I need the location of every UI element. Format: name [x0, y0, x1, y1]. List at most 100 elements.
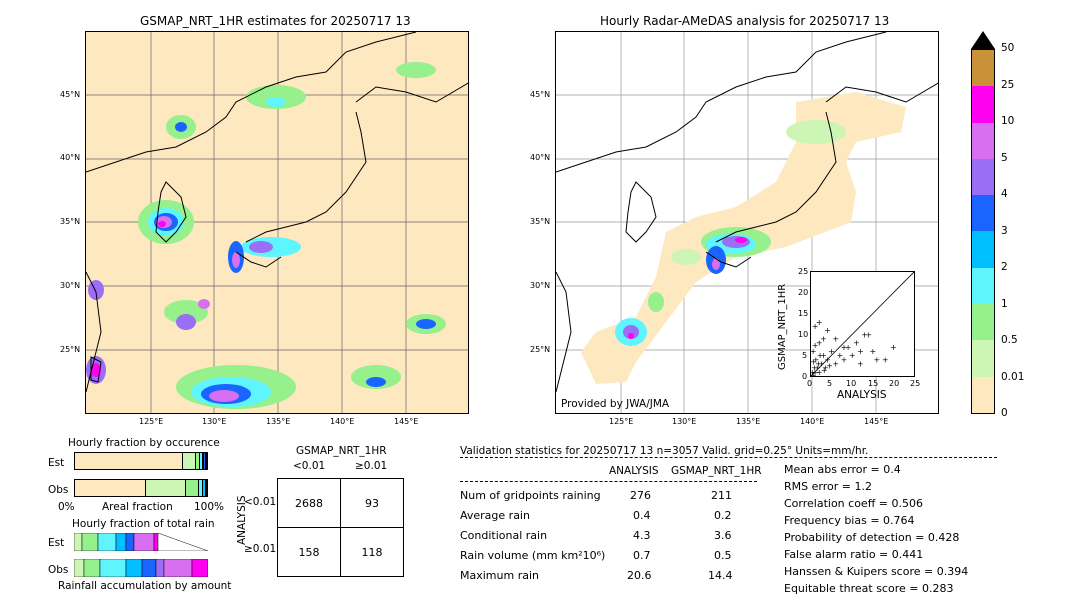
colorbar-label: 5 — [1001, 152, 1008, 164]
contingency-cell: 158 — [277, 527, 341, 577]
validation-col-gsmap: GSMAP_NRT_1HR — [671, 465, 762, 477]
scatter-point: + — [853, 339, 860, 348]
data-credit: Provided by JWA/JMA — [561, 398, 670, 410]
scatter-point: + — [865, 330, 872, 339]
contingency-table: 2688 93 158 118 — [277, 478, 404, 577]
scatter-point: + — [832, 335, 839, 344]
right-lat-label: 45°N — [530, 90, 551, 99]
validation-score: Probability of detection = 0.428 — [784, 531, 960, 544]
scatter-point: + — [811, 357, 817, 366]
left-lat-label: 30°N — [60, 281, 81, 290]
scatter-point: + — [874, 355, 881, 364]
scatter-ytick: 10 — [798, 330, 809, 339]
occurence-est-bar — [74, 452, 208, 470]
scatter-point: + — [832, 360, 839, 369]
validation-score: Hanssen & Kuipers score = 0.394 — [784, 565, 969, 578]
occurence-segment — [204, 453, 206, 469]
occurence-segment — [75, 453, 184, 469]
occurence-segment — [205, 480, 207, 496]
total-rain-row-label: Obs — [48, 564, 69, 576]
colorbar-segment — [972, 195, 994, 232]
validation-row-gsmap: 211 — [711, 489, 732, 502]
right-lon-label: 135°E — [736, 417, 761, 426]
colorbar-label: 0.5 — [1001, 334, 1018, 346]
scatter-point: + — [841, 355, 848, 364]
colorbar-label: 3 — [1001, 225, 1008, 237]
scatter-ytick: 5 — [802, 351, 808, 360]
occurence-title: Hourly fraction by occurence — [68, 437, 220, 449]
validation-row-gsmap: 14.4 — [708, 569, 733, 582]
validation-row-label: Conditional rain — [460, 529, 548, 542]
colorbar-label: 0 — [1001, 407, 1008, 419]
validation-header: Validation statistics for 20250717 13 n=… — [460, 445, 869, 457]
scatter-xtick: 20 — [889, 379, 900, 388]
left-lat-label: 25°N — [60, 345, 81, 354]
validation-col-analysis: ANALYSIS — [609, 465, 659, 477]
colorbar-extend-arrow — [971, 31, 995, 49]
scatter-xtick: 5 — [827, 379, 833, 388]
scatter-point: + — [811, 368, 816, 376]
colorbar-label: 50 — [1001, 42, 1015, 54]
occurence-obs-bar — [74, 479, 208, 497]
right-lat-label: 35°N — [530, 217, 551, 226]
occurence-segment — [200, 453, 203, 469]
scatter-point: + — [816, 368, 823, 376]
scatter-point: + — [849, 351, 856, 360]
right-lon-label: 145°E — [864, 417, 889, 426]
colorbar-segment — [972, 50, 994, 87]
colorbar-label: 1 — [1001, 298, 1008, 310]
scatter-point: + — [828, 347, 835, 356]
total-rain-title: Hourly fraction of total rain — [72, 518, 215, 530]
scatter-point: + — [812, 322, 819, 331]
scatter-point: + — [822, 364, 829, 373]
colorbar-segment — [972, 304, 994, 341]
left-lon-label: 125°E — [139, 417, 164, 426]
contingency-title: GSMAP_NRT_1HR — [296, 445, 387, 457]
validation-row-label: Rain volume (mm km²10⁶) — [460, 549, 606, 562]
scatter-xtick: 15 — [868, 379, 879, 388]
contingency-row-label: ≥0.01 — [244, 543, 277, 555]
scatter-point: + — [811, 371, 816, 376]
contingency-col-label: ≥0.01 — [355, 460, 388, 472]
validation-row-analysis: 0.7 — [633, 549, 651, 562]
validation-score: False alarm ratio = 0.441 — [784, 548, 924, 561]
scatter-point: + — [821, 366, 828, 375]
colorbar-label: 0.01 — [1001, 371, 1025, 383]
colorbar-segment — [972, 158, 994, 196]
occurence-segment — [183, 453, 197, 469]
right-lon-label: 140°E — [800, 417, 825, 426]
occurence-segment — [75, 480, 147, 496]
scatter-ytick: 0 — [802, 372, 808, 381]
colorbar-segment — [972, 267, 994, 305]
validation-row-analysis: 4.3 — [633, 529, 651, 542]
colorbar-segment — [972, 86, 994, 123]
scatter-plot: + + + + + + + + + + + + + + + + + + + + + + + + + + + + + + + + + + + + + + + + — [810, 271, 915, 377]
scatter-xtick: 25 — [910, 379, 921, 388]
validation-score: Mean abs error = 0.4 — [784, 463, 901, 476]
validation-row-gsmap: 3.6 — [714, 529, 732, 542]
scatter-point: + — [857, 360, 864, 369]
scatter-point: + — [890, 343, 897, 352]
validation-divider — [460, 457, 997, 458]
occurence-segment — [203, 480, 206, 496]
scatter-point: + — [811, 347, 816, 356]
scatter-point: + — [814, 364, 821, 373]
left-lon-label: 130°E — [202, 417, 227, 426]
total-rain-axis-label: Rainfall accumulation by amount — [58, 580, 232, 592]
right-lon-label: 125°E — [609, 417, 634, 426]
scatter-point: + — [845, 343, 852, 352]
scatter-canvas: ++++++++++++++++++++ +++++++++ ++ +++++++++ — [811, 272, 914, 376]
occurence-segment — [203, 453, 205, 469]
right-lat-label: 25°N — [530, 345, 551, 354]
contingency-row-label: <0.01 — [244, 496, 277, 508]
occurence-segment — [146, 480, 186, 496]
scatter-point: + — [818, 360, 825, 369]
scatter-point: + — [836, 351, 843, 360]
scatter-point: + — [816, 318, 823, 327]
scatter-ylabel: GSMAP_NRT_1HR — [777, 283, 788, 370]
scatter-point: + — [820, 351, 827, 360]
colorbar-segment — [972, 231, 994, 268]
left-lat-label: 45°N — [60, 90, 81, 99]
total-rain-obs-bar — [74, 559, 208, 577]
colorbar-segment — [972, 340, 994, 377]
